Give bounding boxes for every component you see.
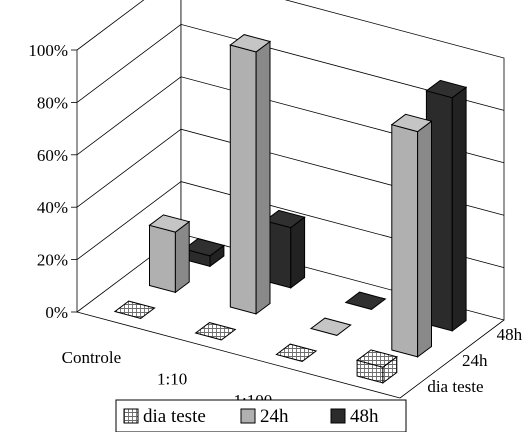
bar-24h-2: [309, 317, 352, 336]
bar-24h-0: [148, 214, 191, 294]
bar-24h-3: [390, 113, 433, 358]
depth-tick-label: dia teste: [427, 377, 483, 396]
legend-label: dia teste: [143, 406, 206, 427]
bar-dia-teste-3: [355, 349, 398, 384]
y-tick-label: 40%: [37, 198, 68, 217]
depth-tick-label: 24h: [462, 351, 488, 370]
bar-dia-teste-2: [275, 343, 318, 362]
floor-right-edge: [399, 319, 505, 399]
legend-swatch: [123, 408, 139, 424]
y-tick-label: 80%: [37, 93, 68, 112]
floor-front-edge: [76, 311, 401, 399]
y-tick-label: 60%: [37, 146, 68, 165]
bar-48h-3: [425, 79, 468, 332]
legend-box: [115, 399, 407, 432]
bar-dia-teste-0: [113, 300, 156, 319]
legend-item-48h: 48h: [330, 406, 379, 427]
legend-swatch: [240, 408, 256, 424]
legend-item-24h: 24h: [240, 406, 289, 427]
y-tick-label: 20%: [37, 251, 68, 270]
x-tick-label: 1:10: [157, 369, 187, 388]
bar-48h-1: [263, 209, 306, 289]
legend-label: 48h: [350, 406, 379, 427]
gridline: [76, 23, 505, 111]
legend-swatch: [330, 408, 346, 424]
bar-48h-2: [344, 291, 387, 310]
legend: dia teste 24h 48h: [115, 399, 407, 432]
bar-dia-teste-1: [194, 322, 237, 341]
x-tick-label: Controle: [62, 348, 122, 367]
legend-label: 24h: [260, 406, 289, 427]
bar-24h-1: [229, 34, 272, 315]
legend-item-dia-teste: dia teste: [123, 406, 206, 427]
y-tick-label: 0%: [45, 303, 68, 322]
y-tick-label: 100%: [28, 41, 68, 60]
depth-tick-label: 48h: [497, 325, 523, 344]
bars-layer: [113, 34, 468, 384]
bar-48h-0: [183, 238, 226, 268]
